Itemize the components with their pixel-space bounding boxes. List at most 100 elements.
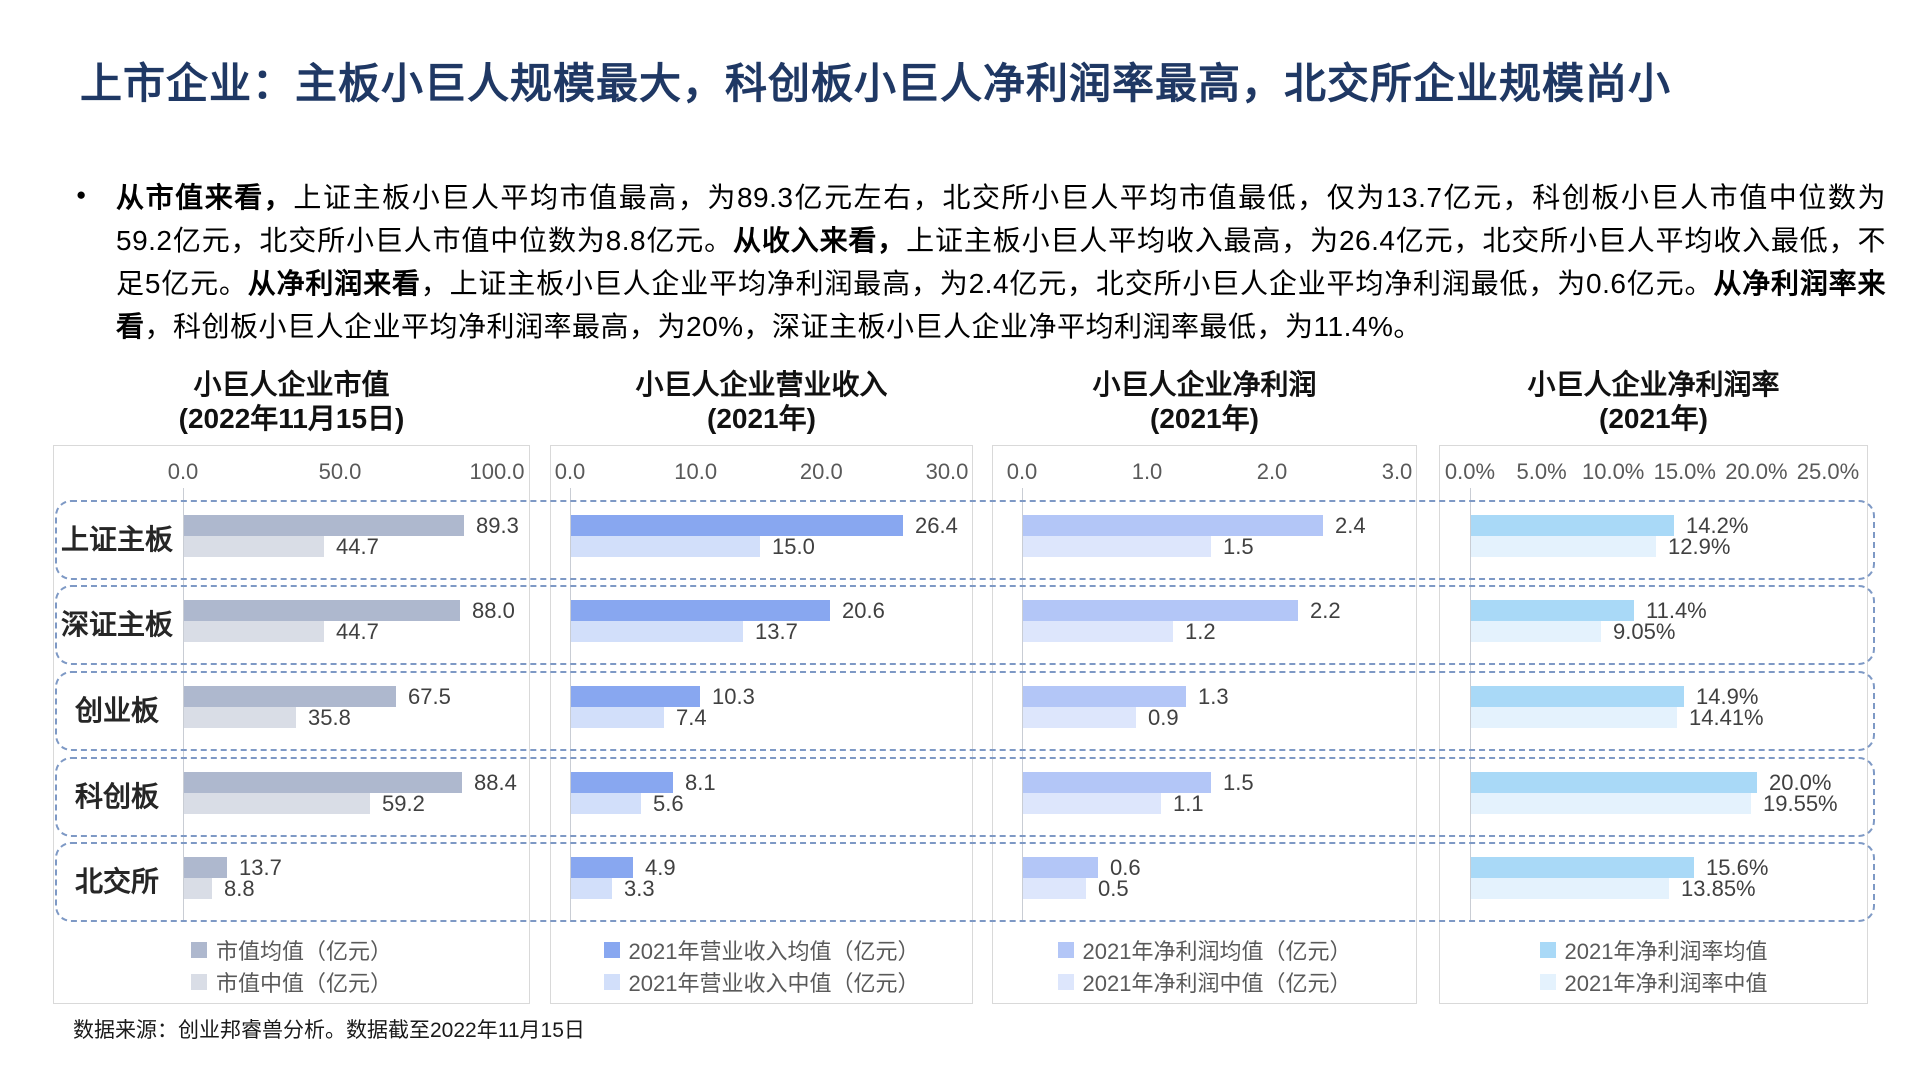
axis-tick-label: 15.0%: [1653, 459, 1716, 484]
axis-tick-label: 0.0%: [1444, 459, 1496, 484]
mean-bar: [571, 857, 633, 878]
legend-swatch: [1057, 974, 1074, 990]
axis-tick-label: 10.0: [674, 459, 718, 484]
bar-value-label: 20.6: [842, 598, 885, 623]
median-bar: [1023, 536, 1211, 557]
median-bar: [571, 707, 664, 728]
median-bar: [571, 878, 612, 899]
median-bar: [184, 621, 324, 642]
chart-title: 小巨人企业净利润 (2021年): [962, 368, 1447, 436]
source-note: 数据来源：创业邦睿兽分析。数据截至2022年11月15日: [73, 1019, 585, 1042]
bullet-segment: 上证主板小巨人平均市值最高，为89.3亿元左右，北交所小巨人平均市值最低，仅为1…: [293, 182, 1886, 213]
bar-value-label: 35.8: [308, 705, 351, 730]
legend-item: 2021年净利润率均值: [1439, 934, 1868, 966]
bar-value-label: 13.7: [239, 855, 282, 880]
bar-value-label: 67.5: [408, 684, 451, 709]
legend-item: 2021年净利润中值（亿元）: [992, 966, 1417, 998]
axis-tick-label: 2.0: [1256, 459, 1288, 484]
axis-tick-label: 1.0: [1131, 459, 1163, 484]
bar-value-label: 44.7: [336, 619, 379, 644]
median-bar: [571, 793, 641, 814]
bullet-bold-segment: 从净利润来看: [247, 268, 421, 299]
bullet-line: 看，科创板小巨人企业平均净利润率最高，为20%，深证主板小巨人企业净平均利润率最…: [116, 305, 1886, 348]
median-bar: [184, 878, 212, 899]
legend-label: 2021年营业收入中值（亿元）: [628, 971, 920, 996]
legend-item: 市值中值（亿元）: [53, 966, 530, 998]
axis-tick-label: 100.0: [469, 459, 525, 484]
bar-value-label: 14.41%: [1689, 705, 1764, 730]
bar-value-label: 88.4: [474, 770, 517, 795]
bar-value-label: 7.4: [676, 705, 707, 730]
bar-value-label: 89.3: [476, 513, 519, 538]
legend-item: 2021年营业收入均值（亿元）: [550, 934, 973, 966]
legend-swatch: [603, 974, 620, 990]
bullet-segment: ，科创板小巨人企业平均净利润率最高，为20%，深证主板小巨人企业净平均利润率最低…: [144, 311, 1422, 342]
bar-value-label: 1.3: [1198, 684, 1229, 709]
bullet-segment: 59.2亿元，北交所小巨人市值中位数为8.8亿元。: [116, 225, 734, 256]
mean-bar: [184, 857, 227, 878]
axis-tick-label: 20.0: [799, 459, 843, 484]
mean-bar: [571, 686, 700, 707]
bar-value-label: 11.4%: [1646, 598, 1707, 623]
legend-label: 市值中值（亿元）: [215, 971, 392, 996]
axis-tick-label: 5.0%: [1516, 459, 1567, 484]
axis-tick-label: 20.0%: [1725, 459, 1788, 484]
bullet-text: 从市值来看，上证主板小巨人平均市值最高，为89.3亿元左右，北交所小巨人平均市值…: [116, 176, 1886, 348]
bar-value-label: 1.2: [1185, 619, 1216, 644]
mean-bar: [1471, 686, 1684, 707]
bar-value-label: 1.5: [1223, 534, 1254, 559]
median-bar: [1471, 536, 1656, 557]
chart-title-line: 小巨人企业营业收入: [635, 369, 888, 400]
mean-bar: [1471, 515, 1674, 536]
mean-bar: [1023, 857, 1098, 878]
bar-value-label: 8.8: [224, 876, 255, 901]
median-bar: [571, 536, 760, 557]
legend-swatch: [1539, 942, 1556, 958]
axis-tick-label: 50.0: [318, 459, 362, 484]
axis-tick-label: 10.0%: [1581, 459, 1645, 484]
bullet-bold-segment: 从净利润率来: [1713, 268, 1886, 299]
legend-item: 市值均值（亿元）: [53, 934, 530, 966]
bar-value-label: 3.3: [624, 876, 655, 901]
bar-value-label: 13.85%: [1681, 876, 1756, 901]
bar-value-label: 1.1: [1173, 791, 1204, 816]
bar-value-label: 10.3: [712, 684, 755, 709]
bullet-paragraph: ● 从市值来看，上证主板小巨人平均市值最高，为89.3亿元左右，北交所小巨人平均…: [76, 176, 1886, 348]
chart-subtitle-line: (2021年): [1150, 403, 1259, 434]
legend-label: 2021年净利润率中值: [1564, 971, 1768, 996]
median-bar: [1471, 878, 1669, 899]
median-bar: [1471, 793, 1751, 814]
axis-tick-label: 25.0%: [1796, 459, 1860, 484]
axis-tick-label: 0.0: [554, 459, 586, 484]
axis-tick-label: 0.0: [1006, 459, 1038, 484]
bar-value-label: 15.6%: [1706, 855, 1769, 880]
median-bar: [1471, 621, 1601, 642]
legend-swatch: [190, 974, 207, 990]
bar-value-label: 9.05%: [1613, 619, 1676, 644]
bar-value-label: 14.9%: [1696, 684, 1759, 709]
legend-label: 2021年净利润率均值: [1564, 939, 1768, 964]
bullet-bold-segment: 从收入来看，: [733, 225, 907, 256]
median-bar: [1023, 793, 1161, 814]
bar-value-label: 88.0: [472, 598, 515, 623]
chart-subtitle-line: (2021年): [1599, 403, 1708, 434]
median-bar: [571, 621, 743, 642]
bar-value-label: 44.7: [336, 534, 379, 559]
bar-value-label: 1.5: [1223, 770, 1254, 795]
bullet-line: 59.2亿元，北交所小巨人市值中位数为8.8亿元。从收入来看，上证主板小巨人平均…: [116, 219, 1886, 262]
bar-value-label: 0.5: [1098, 876, 1129, 901]
bullet-segment: 上证主板小巨人平均收入最高，为26.4亿元，北交所小巨人平均收入最低，不: [906, 225, 1886, 256]
chart-subtitle-line: (2021年): [707, 403, 816, 434]
mean-bar: [571, 600, 830, 621]
mean-bar: [1471, 772, 1757, 793]
bar-value-label: 14.2%: [1686, 513, 1749, 538]
bar-value-label: 20.0%: [1769, 770, 1832, 795]
median-bar: [1023, 878, 1086, 899]
bar-value-label: 13.7: [755, 619, 798, 644]
mean-bar: [1023, 772, 1211, 793]
category-label: 上证主板: [60, 524, 173, 555]
chart-title-line: 小巨人企业市值: [193, 369, 390, 400]
mean-bar: [571, 772, 673, 793]
bullet-segment: 足5亿元。: [116, 268, 248, 299]
median-bar: [1023, 707, 1136, 728]
